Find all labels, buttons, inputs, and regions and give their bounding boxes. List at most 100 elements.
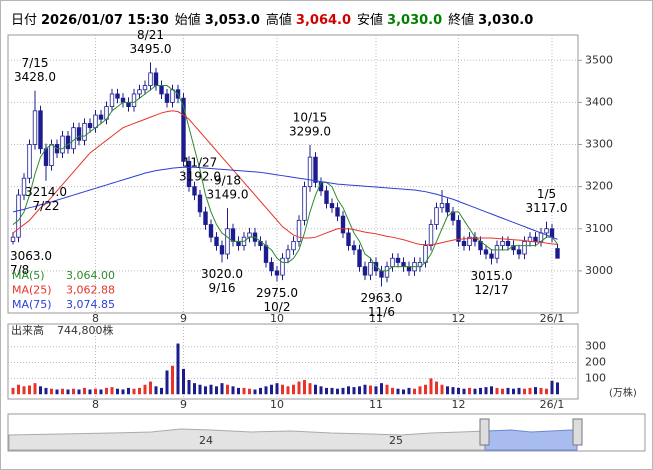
volume-bar (138, 387, 141, 395)
volume-bar (39, 386, 42, 395)
candle-body (82, 123, 87, 141)
volume-bar (501, 388, 504, 395)
navigator[interactable]: 24 25 (7, 413, 646, 452)
volume-bar (358, 386, 361, 395)
volume-bar (22, 386, 26, 395)
volume-bar (297, 381, 301, 395)
volume-bar (303, 379, 306, 395)
candle-body (192, 186, 197, 196)
candle-body (137, 89, 142, 95)
volume-bar (187, 379, 191, 395)
candle-body (555, 248, 560, 259)
volume-bar (127, 387, 130, 395)
candle-body (126, 101, 131, 108)
candle-body (500, 240, 505, 247)
candle-body (230, 228, 236, 242)
y-tick-label: 3000 (585, 264, 613, 277)
header-label: 始値 (174, 13, 201, 28)
x-tick-label: 10 (270, 398, 284, 411)
volume-bar (556, 382, 559, 395)
legend-value: 3,064.00 (66, 269, 115, 282)
volume-bar (319, 386, 323, 395)
price-panel (7, 34, 579, 314)
navigator-handle[interactable] (572, 418, 583, 446)
candle-body (439, 203, 445, 209)
annotation-date: 11/6 (368, 305, 395, 319)
annotation-value: 3149.0 (207, 188, 249, 202)
candle-body (516, 249, 522, 255)
volume-bar (479, 387, 482, 395)
candle-body (153, 72, 159, 86)
candle-body (346, 232, 351, 247)
candle-body (379, 270, 384, 278)
candle-body (291, 240, 296, 251)
x-tick-label: 8 (92, 312, 99, 325)
y-tick-label: 3100 (585, 222, 613, 235)
navigator-selection (484, 429, 578, 451)
candle-body (65, 135, 71, 150)
candle-body (395, 257, 401, 263)
annotation-value: 2963.0 (361, 291, 403, 305)
annotation-value: 3192.0 (179, 170, 221, 184)
volume-bar (94, 388, 97, 395)
candle-body (406, 266, 412, 272)
y-tick-label: 3500 (585, 53, 613, 66)
candle-body (302, 186, 307, 221)
candle-body (544, 228, 549, 234)
volume-latest: 744,800株 (57, 323, 114, 337)
candle-body (456, 219, 461, 242)
volume-bar (512, 388, 515, 395)
candle-body (401, 262, 406, 268)
candle-body (362, 266, 368, 276)
volume-bar (50, 388, 53, 395)
y-tick-label: 200 (585, 356, 606, 369)
volume-bar (66, 389, 70, 395)
volume-bar (160, 387, 163, 395)
volume-bar (369, 385, 372, 395)
volume-bar (523, 388, 526, 395)
annotation-date: 7/22 (33, 199, 60, 213)
volume-bar (385, 384, 389, 395)
volume-bar (325, 387, 328, 395)
annotation-value: 2975.0 (256, 286, 298, 300)
volume-bar (374, 386, 378, 395)
volume-bar (440, 384, 444, 395)
volume-bar (363, 384, 367, 395)
header-label: 終値 (448, 13, 475, 28)
legend-value: 3,062.88 (66, 284, 115, 297)
annotation-date: 8/21 (137, 28, 164, 42)
y-tick-label: 100 (585, 371, 606, 384)
annotation: 2963.011/6 (361, 291, 403, 319)
candle-body (10, 236, 16, 242)
volume-bar (83, 387, 86, 395)
annotation-value: 3020.0 (201, 267, 243, 281)
y-tick-label: 300 (585, 340, 606, 353)
volume-bar (435, 381, 438, 395)
navigator-handle[interactable] (479, 418, 490, 446)
candle-body (159, 85, 164, 95)
candle-body (489, 253, 494, 259)
annotation-value: 3299.0 (289, 124, 331, 138)
volume-bar (429, 378, 433, 395)
candle-body (87, 123, 93, 129)
candle-body (269, 262, 274, 272)
volume-bar (462, 388, 466, 395)
candle-body (318, 182, 324, 192)
ma-line (12, 166, 558, 240)
volume-bar (473, 388, 477, 395)
header-value: 3,030.0 (387, 13, 443, 28)
volume-bar (193, 383, 196, 395)
annotation-value: 3214.0 (25, 185, 67, 199)
volume-bar (149, 381, 152, 395)
legend-name: MA(75) (12, 298, 52, 311)
volume-bar (330, 387, 334, 395)
volume-bar (457, 387, 460, 395)
candle-body (533, 236, 538, 242)
volume-bar (154, 386, 158, 395)
volume-bar (226, 384, 229, 395)
volume-bar (171, 365, 174, 395)
